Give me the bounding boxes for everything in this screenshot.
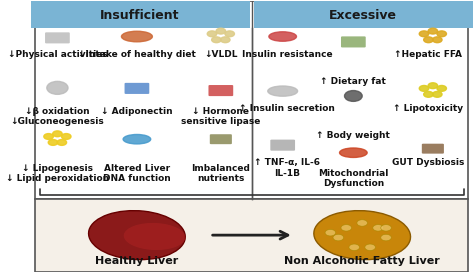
Circle shape [212, 37, 221, 43]
Text: ↑ Body weight: ↑ Body weight [317, 131, 390, 140]
Text: ↑ TNF-α, IL-6
IL-1B: ↑ TNF-α, IL-6 IL-1B [254, 158, 320, 177]
Text: ↓ Adiponectin: ↓ Adiponectin [101, 107, 173, 116]
Text: Altered Liver
DNA function: Altered Liver DNA function [103, 164, 171, 183]
Circle shape [225, 31, 235, 37]
FancyBboxPatch shape [254, 1, 473, 28]
Text: ↓β oxidation
↓Gluconeogenesis: ↓β oxidation ↓Gluconeogenesis [10, 107, 104, 126]
Text: ↓Physical activities: ↓Physical activities [8, 50, 107, 59]
Text: Insufficient: Insufficient [100, 9, 180, 22]
Text: Non Alcoholic Fatty Liver: Non Alcoholic Fatty Liver [284, 256, 440, 266]
Text: ↓VLDL: ↓VLDL [204, 50, 237, 59]
Text: GUT Dysbiosis: GUT Dysbiosis [392, 158, 465, 167]
Circle shape [381, 225, 392, 231]
Circle shape [428, 28, 438, 34]
Ellipse shape [89, 211, 185, 260]
FancyBboxPatch shape [422, 144, 444, 154]
Text: Mitochondrial
Dysfunction: Mitochondrial Dysfunction [318, 169, 389, 188]
Circle shape [341, 225, 352, 231]
Circle shape [419, 31, 429, 37]
FancyBboxPatch shape [45, 32, 70, 43]
Circle shape [419, 85, 429, 91]
Text: Insulin resistance: Insulin resistance [242, 50, 332, 59]
Circle shape [424, 91, 433, 97]
Circle shape [424, 37, 433, 43]
Circle shape [47, 81, 68, 94]
Circle shape [428, 83, 438, 89]
Text: ↑Hepatic FFA: ↑Hepatic FFA [394, 50, 463, 59]
FancyBboxPatch shape [270, 140, 295, 151]
Circle shape [357, 220, 367, 226]
Circle shape [325, 229, 336, 236]
Circle shape [53, 131, 62, 137]
FancyBboxPatch shape [31, 1, 249, 28]
Text: Imbalanced
nutrients: Imbalanced nutrients [191, 164, 250, 183]
Ellipse shape [268, 86, 298, 96]
Circle shape [333, 234, 344, 241]
Circle shape [432, 91, 442, 97]
Circle shape [220, 37, 230, 43]
Circle shape [44, 133, 54, 140]
Text: ↓Intake of healthy diet: ↓Intake of healthy diet [78, 50, 196, 59]
Ellipse shape [123, 135, 151, 144]
Circle shape [207, 31, 217, 37]
FancyBboxPatch shape [125, 83, 149, 94]
Ellipse shape [124, 223, 185, 250]
FancyBboxPatch shape [209, 85, 233, 96]
Circle shape [437, 31, 447, 37]
FancyBboxPatch shape [210, 134, 232, 144]
Circle shape [437, 85, 447, 91]
Ellipse shape [121, 31, 152, 42]
Circle shape [57, 140, 67, 145]
Text: ↓ Hormone
sensitive lipase: ↓ Hormone sensitive lipase [181, 107, 261, 126]
Text: Excessive: Excessive [329, 9, 397, 22]
Text: Healthy Liver: Healthy Liver [95, 256, 179, 266]
Text: ↓ Lipogenesis
↓ Lipid peroxidation: ↓ Lipogenesis ↓ Lipid peroxidation [6, 164, 109, 183]
Text: ↑ Lipotoxicity: ↑ Lipotoxicity [393, 104, 464, 113]
FancyBboxPatch shape [36, 199, 468, 272]
FancyBboxPatch shape [341, 36, 366, 48]
Text: ↑ Insulin secretion: ↑ Insulin secretion [239, 104, 335, 113]
Circle shape [432, 37, 442, 43]
Ellipse shape [339, 148, 367, 158]
Circle shape [216, 28, 226, 34]
Circle shape [345, 91, 362, 101]
Circle shape [373, 225, 383, 231]
Circle shape [365, 244, 375, 251]
Text: ↑ Dietary fat: ↑ Dietary fat [320, 77, 386, 86]
Ellipse shape [269, 32, 296, 41]
Circle shape [349, 244, 360, 251]
Circle shape [62, 133, 71, 140]
Circle shape [48, 140, 58, 145]
Ellipse shape [314, 211, 410, 260]
Circle shape [381, 234, 392, 241]
